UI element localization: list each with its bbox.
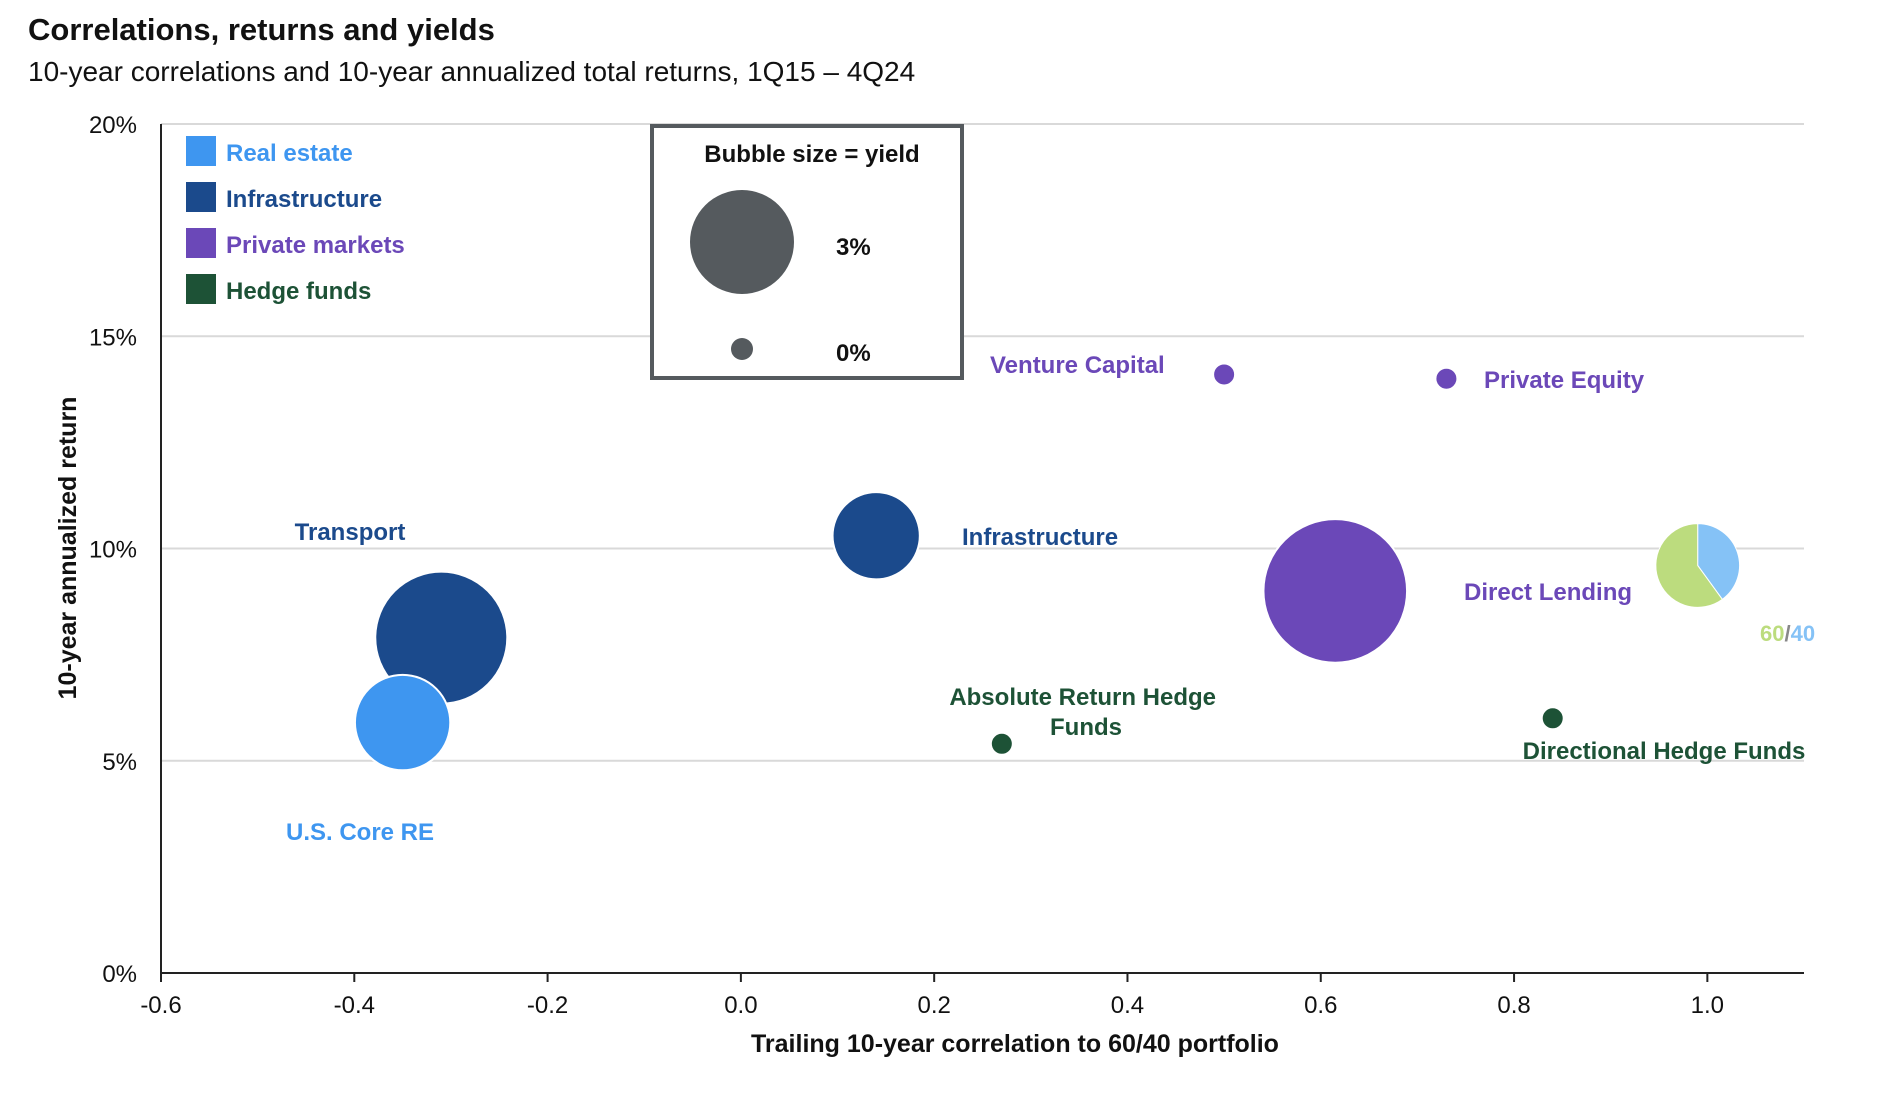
- x-tick-label: 0.4: [1111, 992, 1144, 1019]
- size-legend-bubble-3pct: [690, 190, 794, 294]
- label-60-40: 60/40: [1760, 621, 1815, 646]
- bubble-direct-lending: [1262, 518, 1409, 664]
- y-tick-label: 5%: [102, 749, 137, 776]
- y-axis-label: 10-year annualized return: [54, 397, 82, 700]
- x-tick-label: -0.2: [527, 992, 568, 1019]
- size-legend-label-3pct: 3%: [836, 234, 871, 261]
- axis-ticks: 0% 5% 10% 15% 20% -0.6 -0.4 -0.2 0.0 0.2 0.4 0.6 0.8…: [89, 112, 1724, 1019]
- label-absolute-return-line2: Funds: [1050, 714, 1122, 741]
- size-legend-title: Bubble size = yield: [704, 141, 919, 168]
- x-tick-label: 1.0: [1691, 992, 1724, 1019]
- legend-label: Infrastructure: [226, 186, 382, 213]
- y-tick-label: 10%: [89, 537, 137, 564]
- y-tick-label: 15%: [89, 324, 137, 351]
- x-tick-label: -0.6: [140, 992, 181, 1019]
- legend-label: Private markets: [226, 232, 405, 259]
- bubble-directional-hedge-funds: [1540, 706, 1565, 731]
- bubble-u-s-core-re: [353, 673, 452, 772]
- pie-slice-40: [1697, 523, 1740, 601]
- legend-label: Hedge funds: [226, 278, 371, 305]
- legend-swatch: [186, 182, 216, 212]
- category-legend: Real estate Infrastructure Private markets…: [186, 136, 405, 305]
- bubble-labels: Transport U.S. Core RE Infrastructure Ve…: [286, 352, 1815, 846]
- x-tick-label: -0.4: [334, 992, 375, 1019]
- label-absolute-return-line1: Absolute Return Hedge: [949, 684, 1216, 711]
- gridlines: [161, 123, 1804, 762]
- legend-swatch: [186, 228, 216, 258]
- size-legend-label-0pct: 0%: [836, 340, 871, 367]
- label-us-core-re: U.S. Core RE: [286, 819, 434, 846]
- x-tick-label: 0.0: [724, 992, 757, 1019]
- legend-swatch: [186, 136, 216, 166]
- label-venture-capital: Venture Capital: [990, 352, 1165, 379]
- label-slash: /: [1784, 621, 1790, 646]
- x-tick-label: 0.8: [1497, 992, 1530, 1019]
- label-private-equity: Private Equity: [1484, 367, 1645, 394]
- x-tick-label: 0.2: [917, 992, 950, 1019]
- bubble-absolute-return-hedge-funds: [989, 731, 1014, 756]
- x-tick-label: 0.6: [1304, 992, 1337, 1019]
- size-legend-bubble-0pct: [731, 338, 753, 360]
- chart-title: Correlations, returns and yields: [28, 12, 495, 47]
- legend-swatch: [186, 274, 216, 304]
- y-tick-label: 20%: [89, 112, 137, 139]
- label-infrastructure: Infrastructure: [962, 524, 1118, 551]
- axes: [160, 124, 1804, 974]
- y-tick-label: 0%: [102, 961, 137, 988]
- label-absolute-return-hedge-funds: Absolute Return Hedge Funds: [949, 684, 1222, 741]
- bubble-infrastructure: [831, 491, 921, 581]
- label-direct-lending: Direct Lending: [1464, 579, 1632, 606]
- label-60: 60: [1760, 621, 1784, 646]
- label-directional-hedge-funds: Directional Hedge Funds: [1523, 738, 1806, 765]
- legend-label: Real estate: [226, 140, 353, 167]
- pie-slice-60: [1655, 523, 1723, 608]
- x-axis-label: Trailing 10-year correlation to 60/40 po…: [751, 1030, 1279, 1058]
- label-40: 40: [1791, 621, 1815, 646]
- bubbles: [353, 362, 1740, 772]
- chart-subtitle: 10-year correlations and 10-year annuali…: [28, 56, 916, 87]
- label-transport: Transport: [295, 519, 406, 546]
- bubble-private-equity: [1434, 366, 1459, 391]
- bubble-venture-capital: [1212, 362, 1237, 387]
- bubble-size-legend: Bubble size = yield 3% 0%: [650, 124, 964, 380]
